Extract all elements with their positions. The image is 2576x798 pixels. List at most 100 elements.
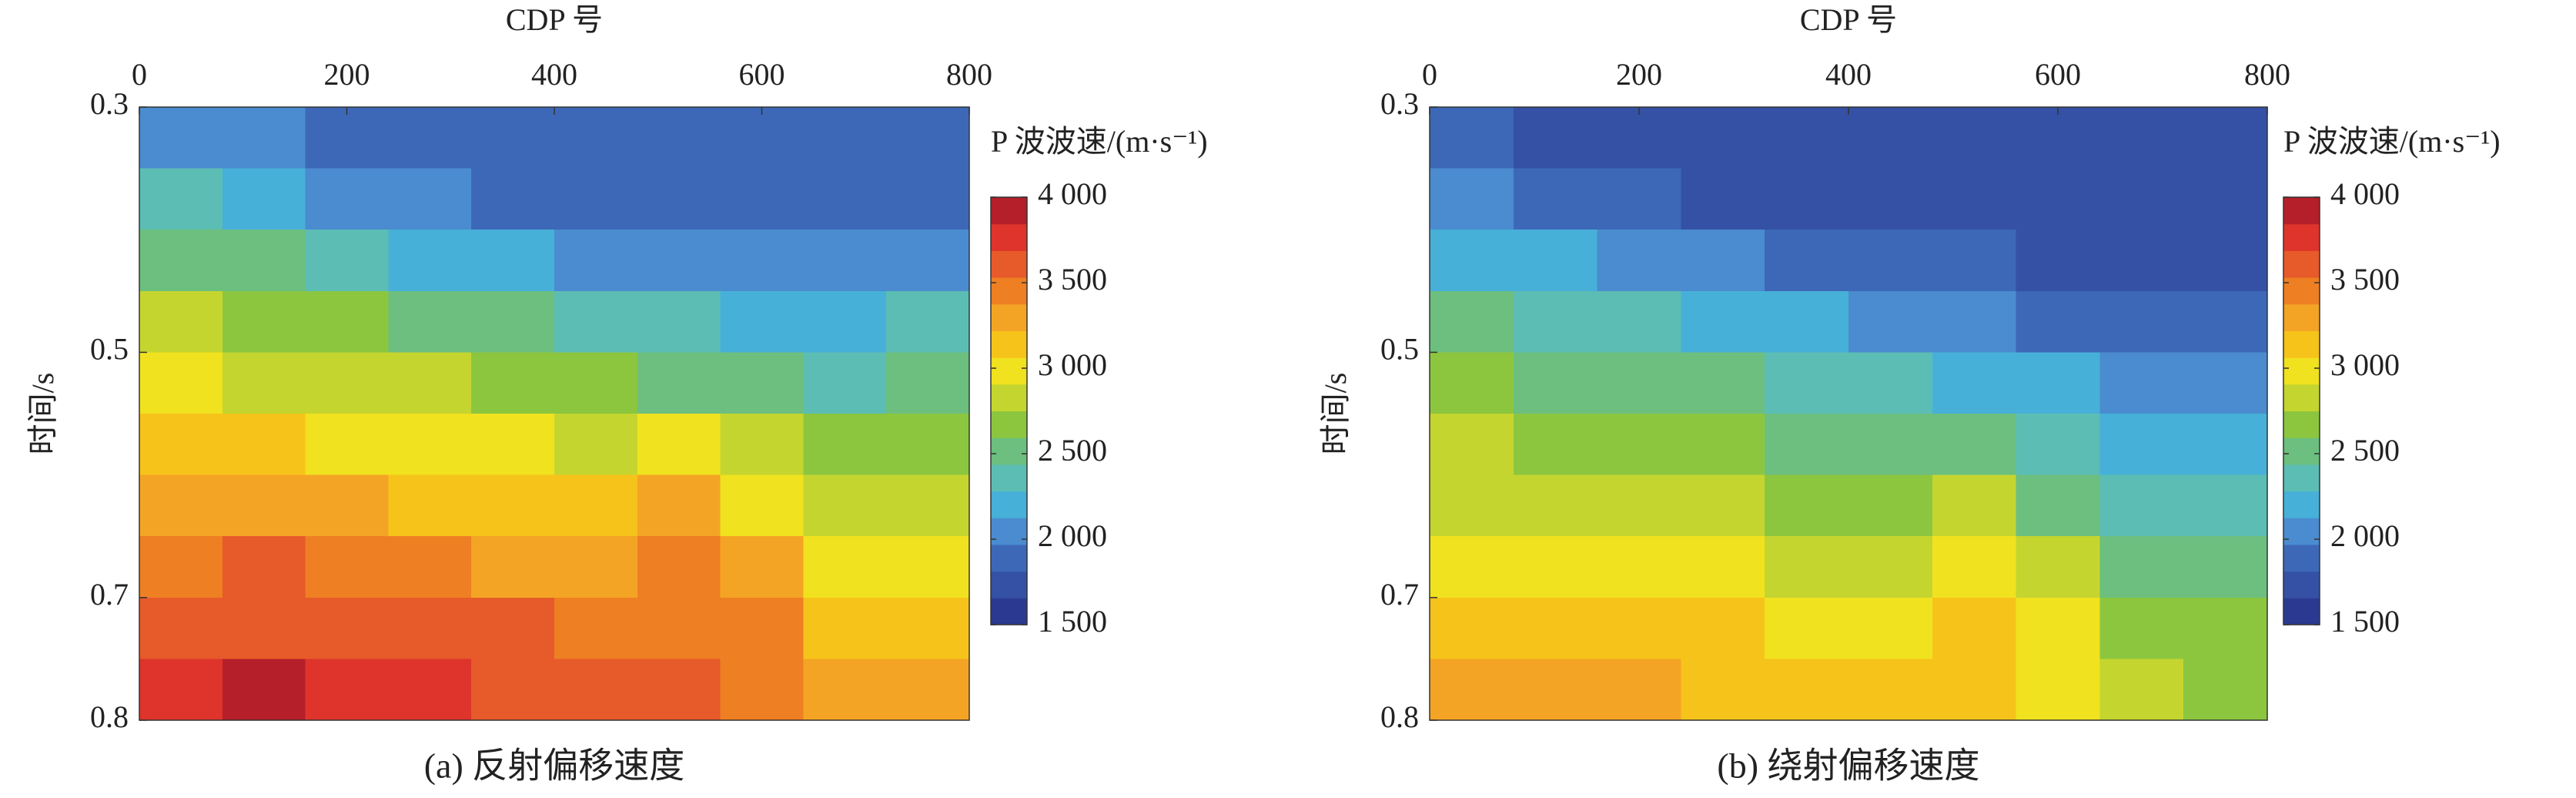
cell [139,414,223,476]
cell [803,290,887,353]
colorbar-tick-label: 2 000 [1038,518,1107,553]
cell [388,474,472,537]
cell [1765,107,1849,169]
colorbar-band [991,464,1027,492]
cell [1681,230,1765,292]
cell [471,414,555,476]
cell [1932,536,2017,598]
cell [1597,536,1681,598]
cell [637,414,721,476]
x-tick-label: 0 [1422,57,1437,92]
cell [471,230,555,292]
cell [803,168,887,230]
cell [803,536,887,598]
cell [2016,659,2100,721]
cell [720,107,804,169]
cell [139,659,223,721]
cell [139,168,223,230]
colorbar-band [991,330,1027,358]
y-tick-label: 0.3 [1380,86,1419,121]
cell [803,107,887,169]
chart-panel: 0 200 400 600 800 CDP 号 0.3 0.5 0.7 0.8 时间/s (a) 反射… [25,2,1207,785]
cell [1597,352,1681,414]
cell [2016,230,2100,292]
colorbar-frame [990,196,1028,625]
colorbar-band [2283,491,2320,518]
cell [1848,290,1933,353]
colorbar-title: P 波波速/(m·s⁻¹) [991,124,1208,159]
cell [1430,168,1514,230]
cell [720,536,804,598]
y-tick-label: 0.8 [90,699,129,734]
colorbar-band [991,277,1027,305]
cell [1513,659,1598,721]
cell [720,659,804,721]
cell [2099,659,2184,721]
cell [2016,168,2100,230]
cell [471,290,555,353]
colorbar-band [2283,357,2320,385]
colorbar-band [991,544,1027,572]
cell [139,536,223,598]
cell [471,536,555,598]
y-axis-label: 时间/s [1318,373,1353,455]
chart-panel: 0 200 400 600 800 CDP 号 0.3 0.5 0.7 0.8 时间/s (b) 绕射… [1318,2,2500,785]
cell [2183,474,2268,537]
cell [1848,536,1933,598]
cell [1513,352,1598,414]
colorbar-tick-label: 4 000 [1038,176,1107,211]
colorbar-tick-label: 2 500 [1038,433,1107,468]
cell [1430,290,1514,353]
colorbar-frame [2283,196,2320,625]
cell [886,107,970,169]
cell [554,659,638,721]
cell [886,352,970,414]
cell [1848,352,1933,414]
cell [1848,659,1933,721]
cell [1430,230,1514,292]
cell [554,536,638,598]
cell [637,536,721,598]
cell [1681,597,1765,659]
cell [554,168,638,230]
y-tick-label: 0.8 [1380,699,1419,734]
cell [471,107,555,169]
colorbar-band [991,303,1027,331]
cell [305,352,389,414]
colorbar-band [991,384,1027,411]
x-tick-label: 0 [132,57,147,92]
cell [1513,107,1598,169]
cell [471,597,555,659]
cell [1932,168,2017,230]
cell [2183,536,2268,598]
cell [1932,597,2017,659]
cell [2099,597,2184,659]
cell [554,290,638,353]
cell [1681,352,1765,414]
cell [1848,414,1933,476]
cell [554,474,638,537]
colorbar-band [2283,544,2320,572]
colorbar-band [2283,518,2320,545]
cell [222,352,306,414]
cell [1513,597,1598,659]
x-tick-label: 800 [2244,57,2290,92]
cell [803,352,887,414]
cell [305,659,389,721]
cell [886,536,970,598]
cell [2016,536,2100,598]
cell [1765,597,1849,659]
cell [1430,107,1514,169]
cell [886,597,970,659]
cell [720,230,804,292]
cell [2183,230,2268,292]
colorbar-band [2283,571,2320,598]
cell [637,230,721,292]
cell [388,659,472,721]
cell [1765,230,1849,292]
y-tick-label: 0.7 [1380,577,1419,612]
cell [1430,414,1514,476]
x-tick-label: 200 [324,57,370,92]
cell [637,597,721,659]
cell [1513,414,1598,476]
